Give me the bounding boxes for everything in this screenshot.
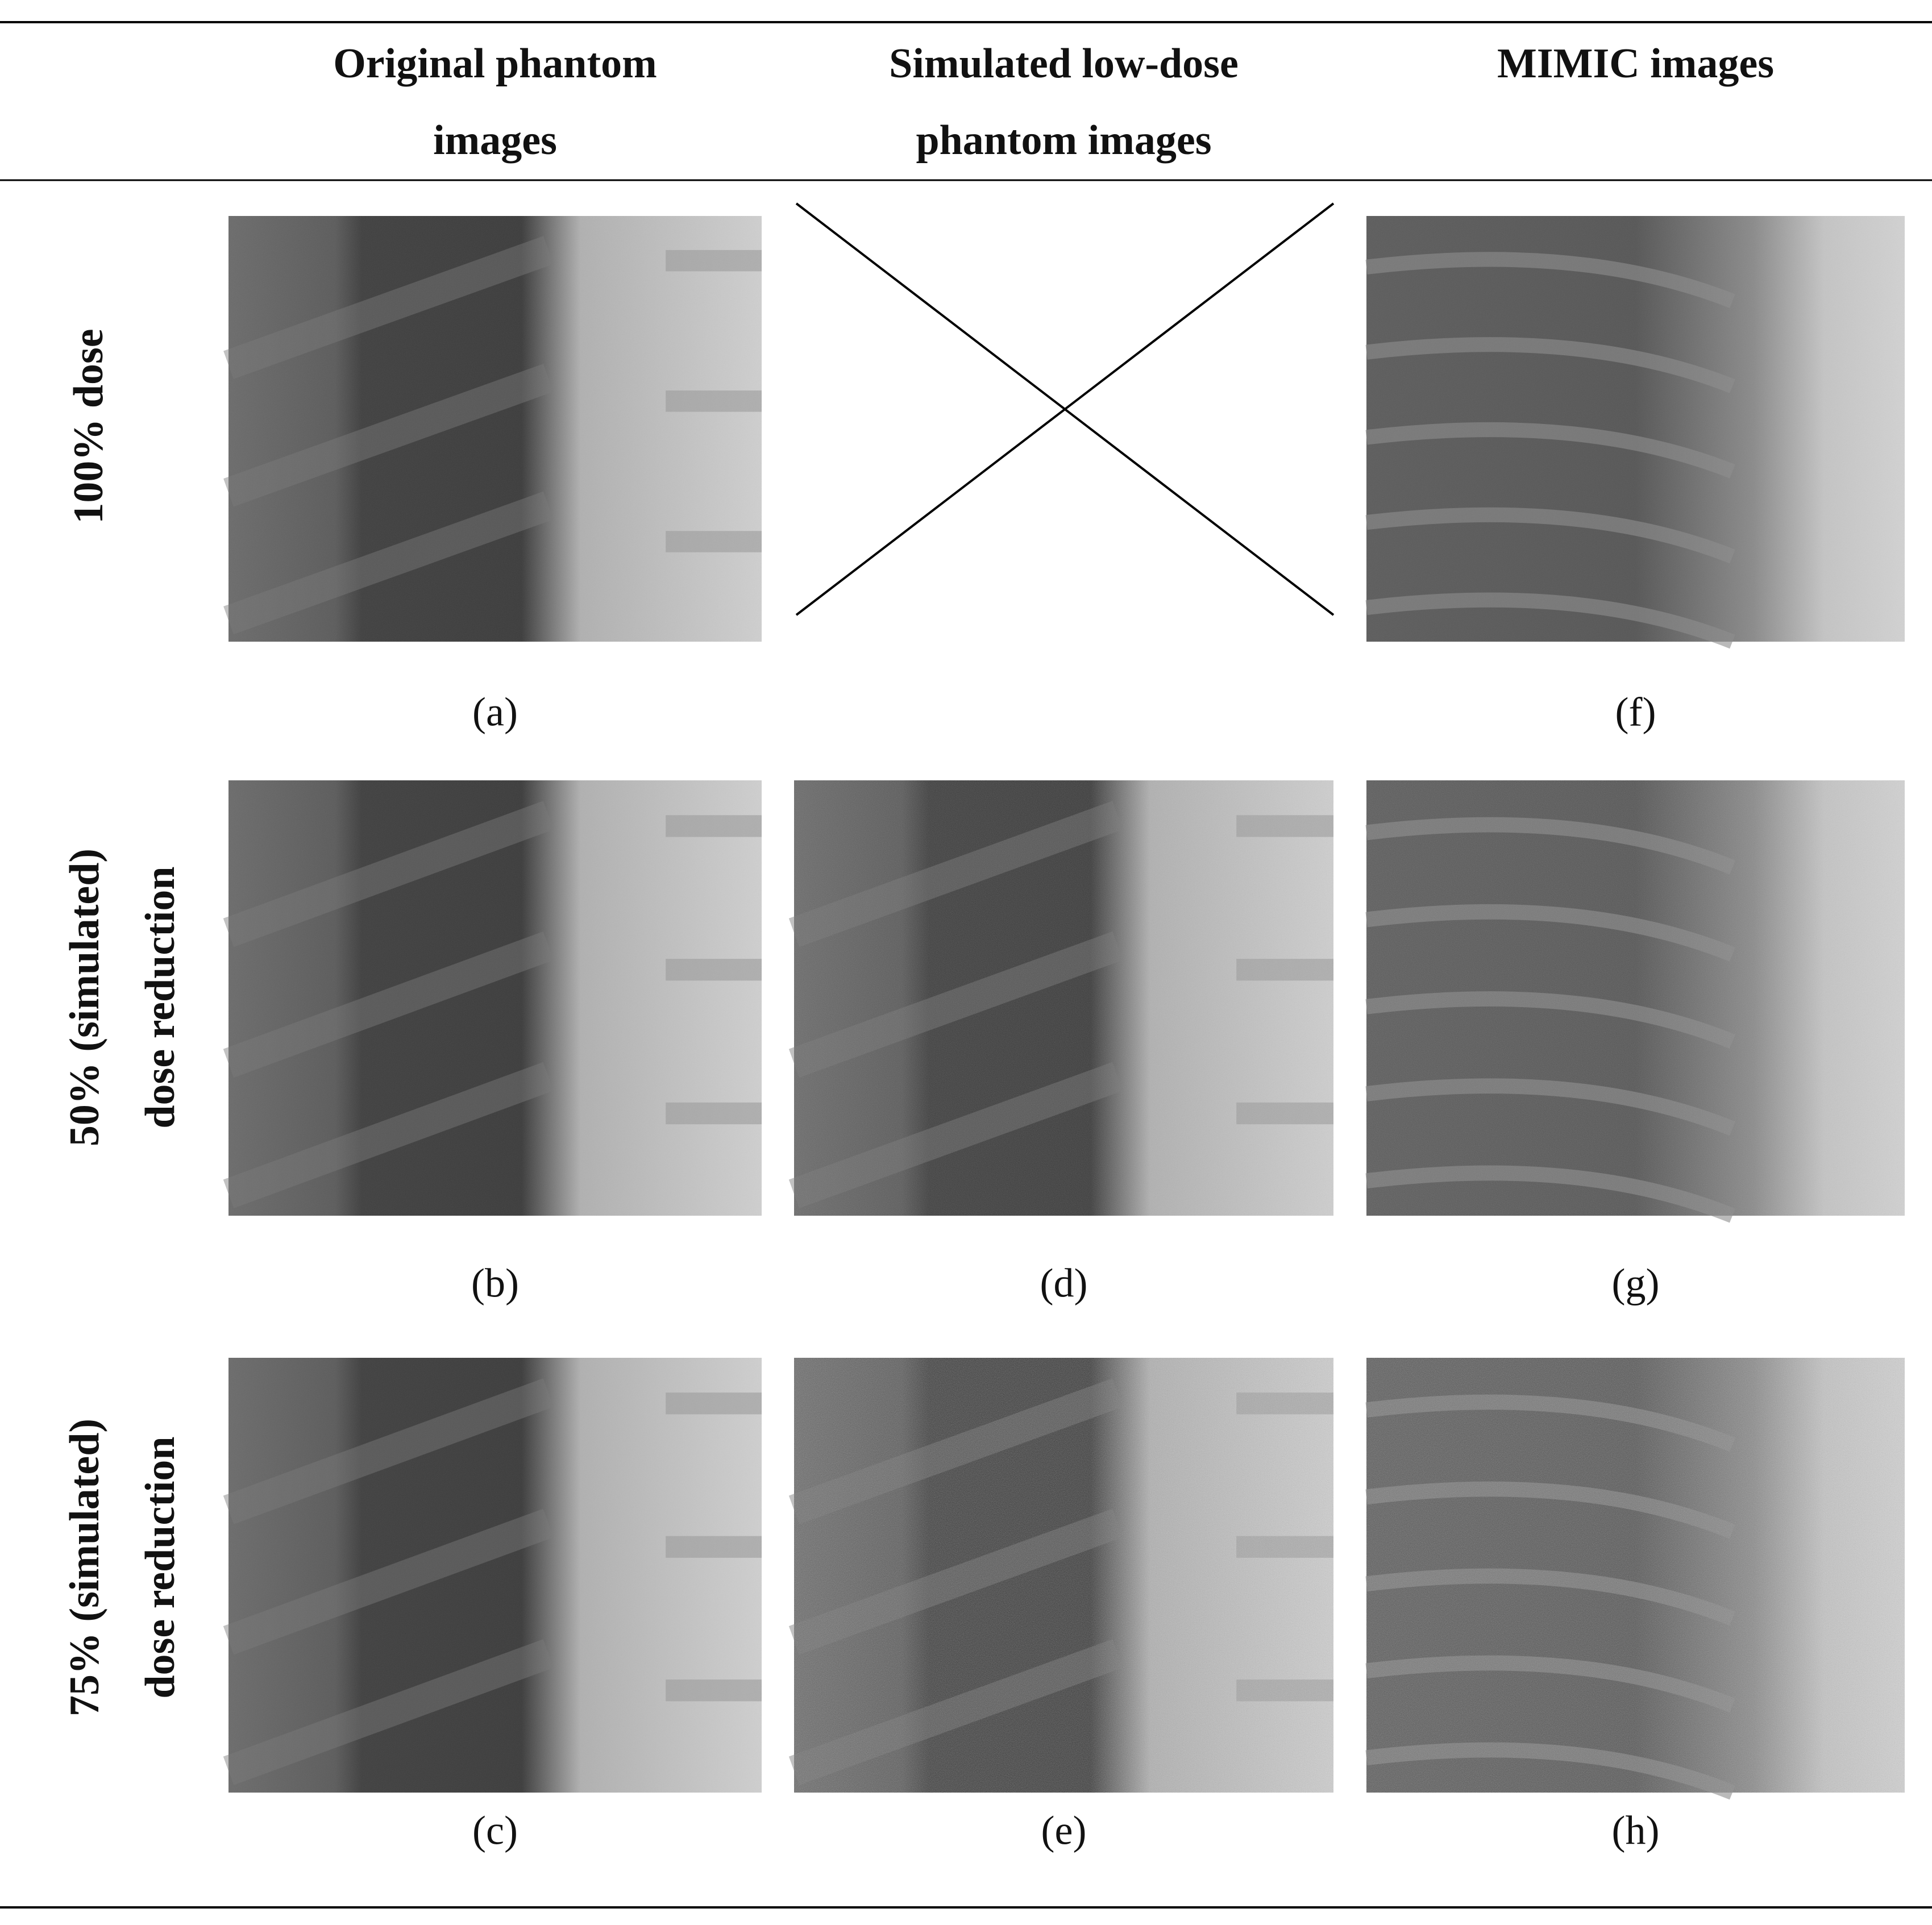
panel-caption: (e) <box>1041 1808 1087 1853</box>
xray-image <box>1365 216 1905 649</box>
panel-caption: (g) <box>1612 1261 1660 1306</box>
panel-caption: (a) <box>472 689 518 735</box>
xray-image <box>223 216 762 642</box>
row-label: dose reduction <box>137 1436 184 1698</box>
xray-image <box>223 1358 762 1793</box>
column-header: Original phantom <box>333 40 657 87</box>
xray-image <box>788 780 1333 1216</box>
panel-caption: (d) <box>1040 1261 1088 1306</box>
image-noise <box>228 780 762 1216</box>
xray-image <box>1365 1358 1905 1800</box>
image-noise <box>228 1358 762 1793</box>
image-noise <box>1366 780 1905 1216</box>
xray-image <box>223 780 762 1216</box>
image-noise <box>794 780 1333 1216</box>
panel-caption: (c) <box>472 1808 518 1853</box>
column-header: phantom images <box>916 117 1211 164</box>
column-header: MIMIC images <box>1497 40 1774 87</box>
cross-line <box>795 202 1335 616</box>
column-header: Simulated low-dose <box>889 40 1239 87</box>
row-label: 100% dose <box>65 329 112 523</box>
panel-caption: (h) <box>1612 1808 1660 1853</box>
image-noise <box>1366 216 1905 642</box>
image-noise <box>794 1358 1333 1793</box>
panel-caption: (f) <box>1615 689 1656 735</box>
panel-caption: (b) <box>471 1261 519 1306</box>
image-noise <box>1366 1358 1905 1793</box>
row-label: 75% (simulated) <box>61 1419 108 1716</box>
column-header: images <box>433 117 557 164</box>
xray-image <box>788 1358 1333 1793</box>
row-label: 50% (simulated) <box>61 849 108 1146</box>
row-label: dose reduction <box>137 866 184 1128</box>
image-noise <box>228 216 762 642</box>
xray-image <box>1365 780 1905 1223</box>
